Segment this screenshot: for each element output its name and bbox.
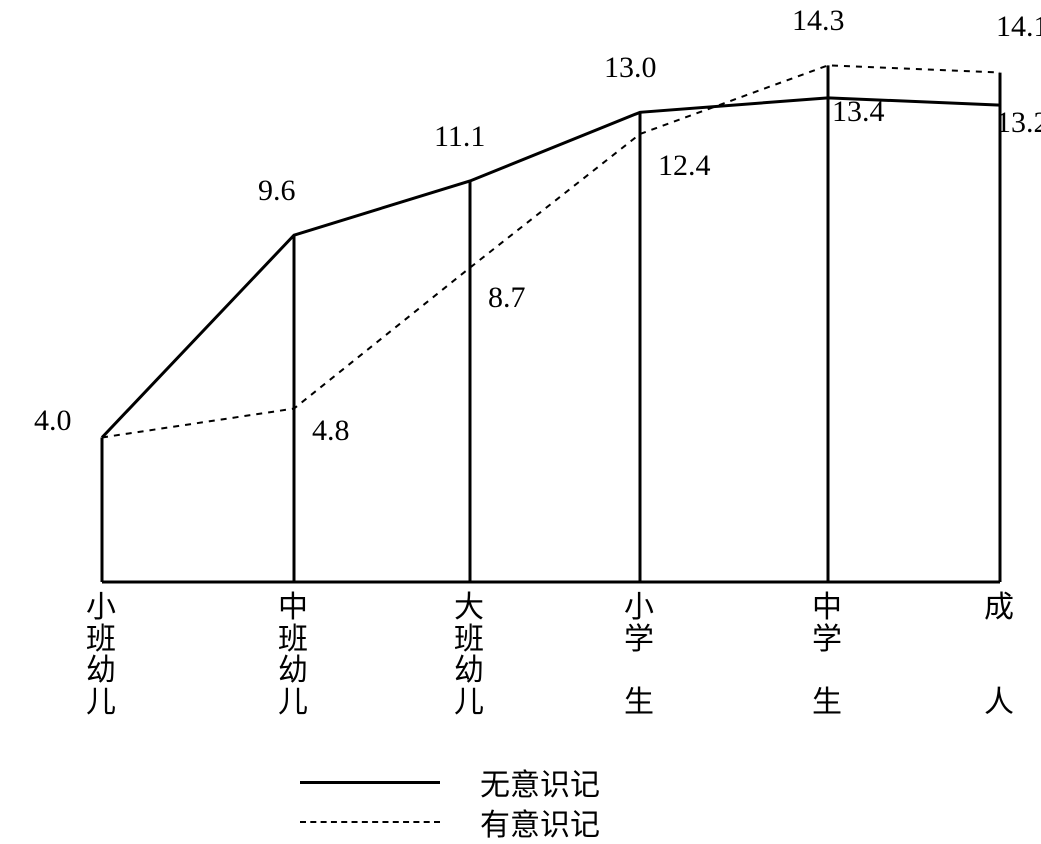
- legend-label-solid: 无意识记: [480, 760, 600, 804]
- value-label-solid-4: 13.4: [832, 95, 885, 129]
- legend-line-solid: [300, 781, 440, 784]
- value-label-solid-5: 13.2: [996, 106, 1041, 140]
- legend-dashed: 有意识记: [300, 800, 600, 844]
- category-label-1: 中班幼儿: [278, 592, 308, 718]
- legend-line-dashed: [300, 821, 440, 823]
- value-label-solid-3: 13.0: [604, 51, 657, 85]
- value-label-dashed-1: 4.8: [312, 414, 350, 448]
- value-label-solid-1: 9.6: [258, 174, 296, 208]
- value-label-dashed-3: 12.4: [658, 149, 711, 183]
- category-label-4: 中学 生: [812, 592, 842, 718]
- value-label-dashed-2: 8.7: [488, 281, 526, 315]
- value-label-solid-0: 4.0: [34, 404, 72, 438]
- category-label-0: 小班幼儿: [86, 592, 116, 718]
- memory-development-chart: 4.0 9.6 11.1 13.0 13.4 13.2 4.8 8.7 12.4 14.3 14.1…: [0, 0, 1041, 834]
- legend-label-dashed: 有意识记: [480, 800, 600, 844]
- legend-solid: 无意识记: [300, 760, 600, 804]
- category-label-2: 大班幼儿: [454, 592, 484, 718]
- value-label-dashed-4: 14.3: [792, 4, 845, 38]
- category-label-5: 成 人: [984, 592, 1014, 718]
- value-label-dashed-5: 14.1: [996, 10, 1041, 44]
- category-label-3: 小学 生: [624, 592, 654, 718]
- value-label-solid-2: 11.1: [434, 120, 485, 154]
- chart-svg: [0, 0, 1041, 834]
